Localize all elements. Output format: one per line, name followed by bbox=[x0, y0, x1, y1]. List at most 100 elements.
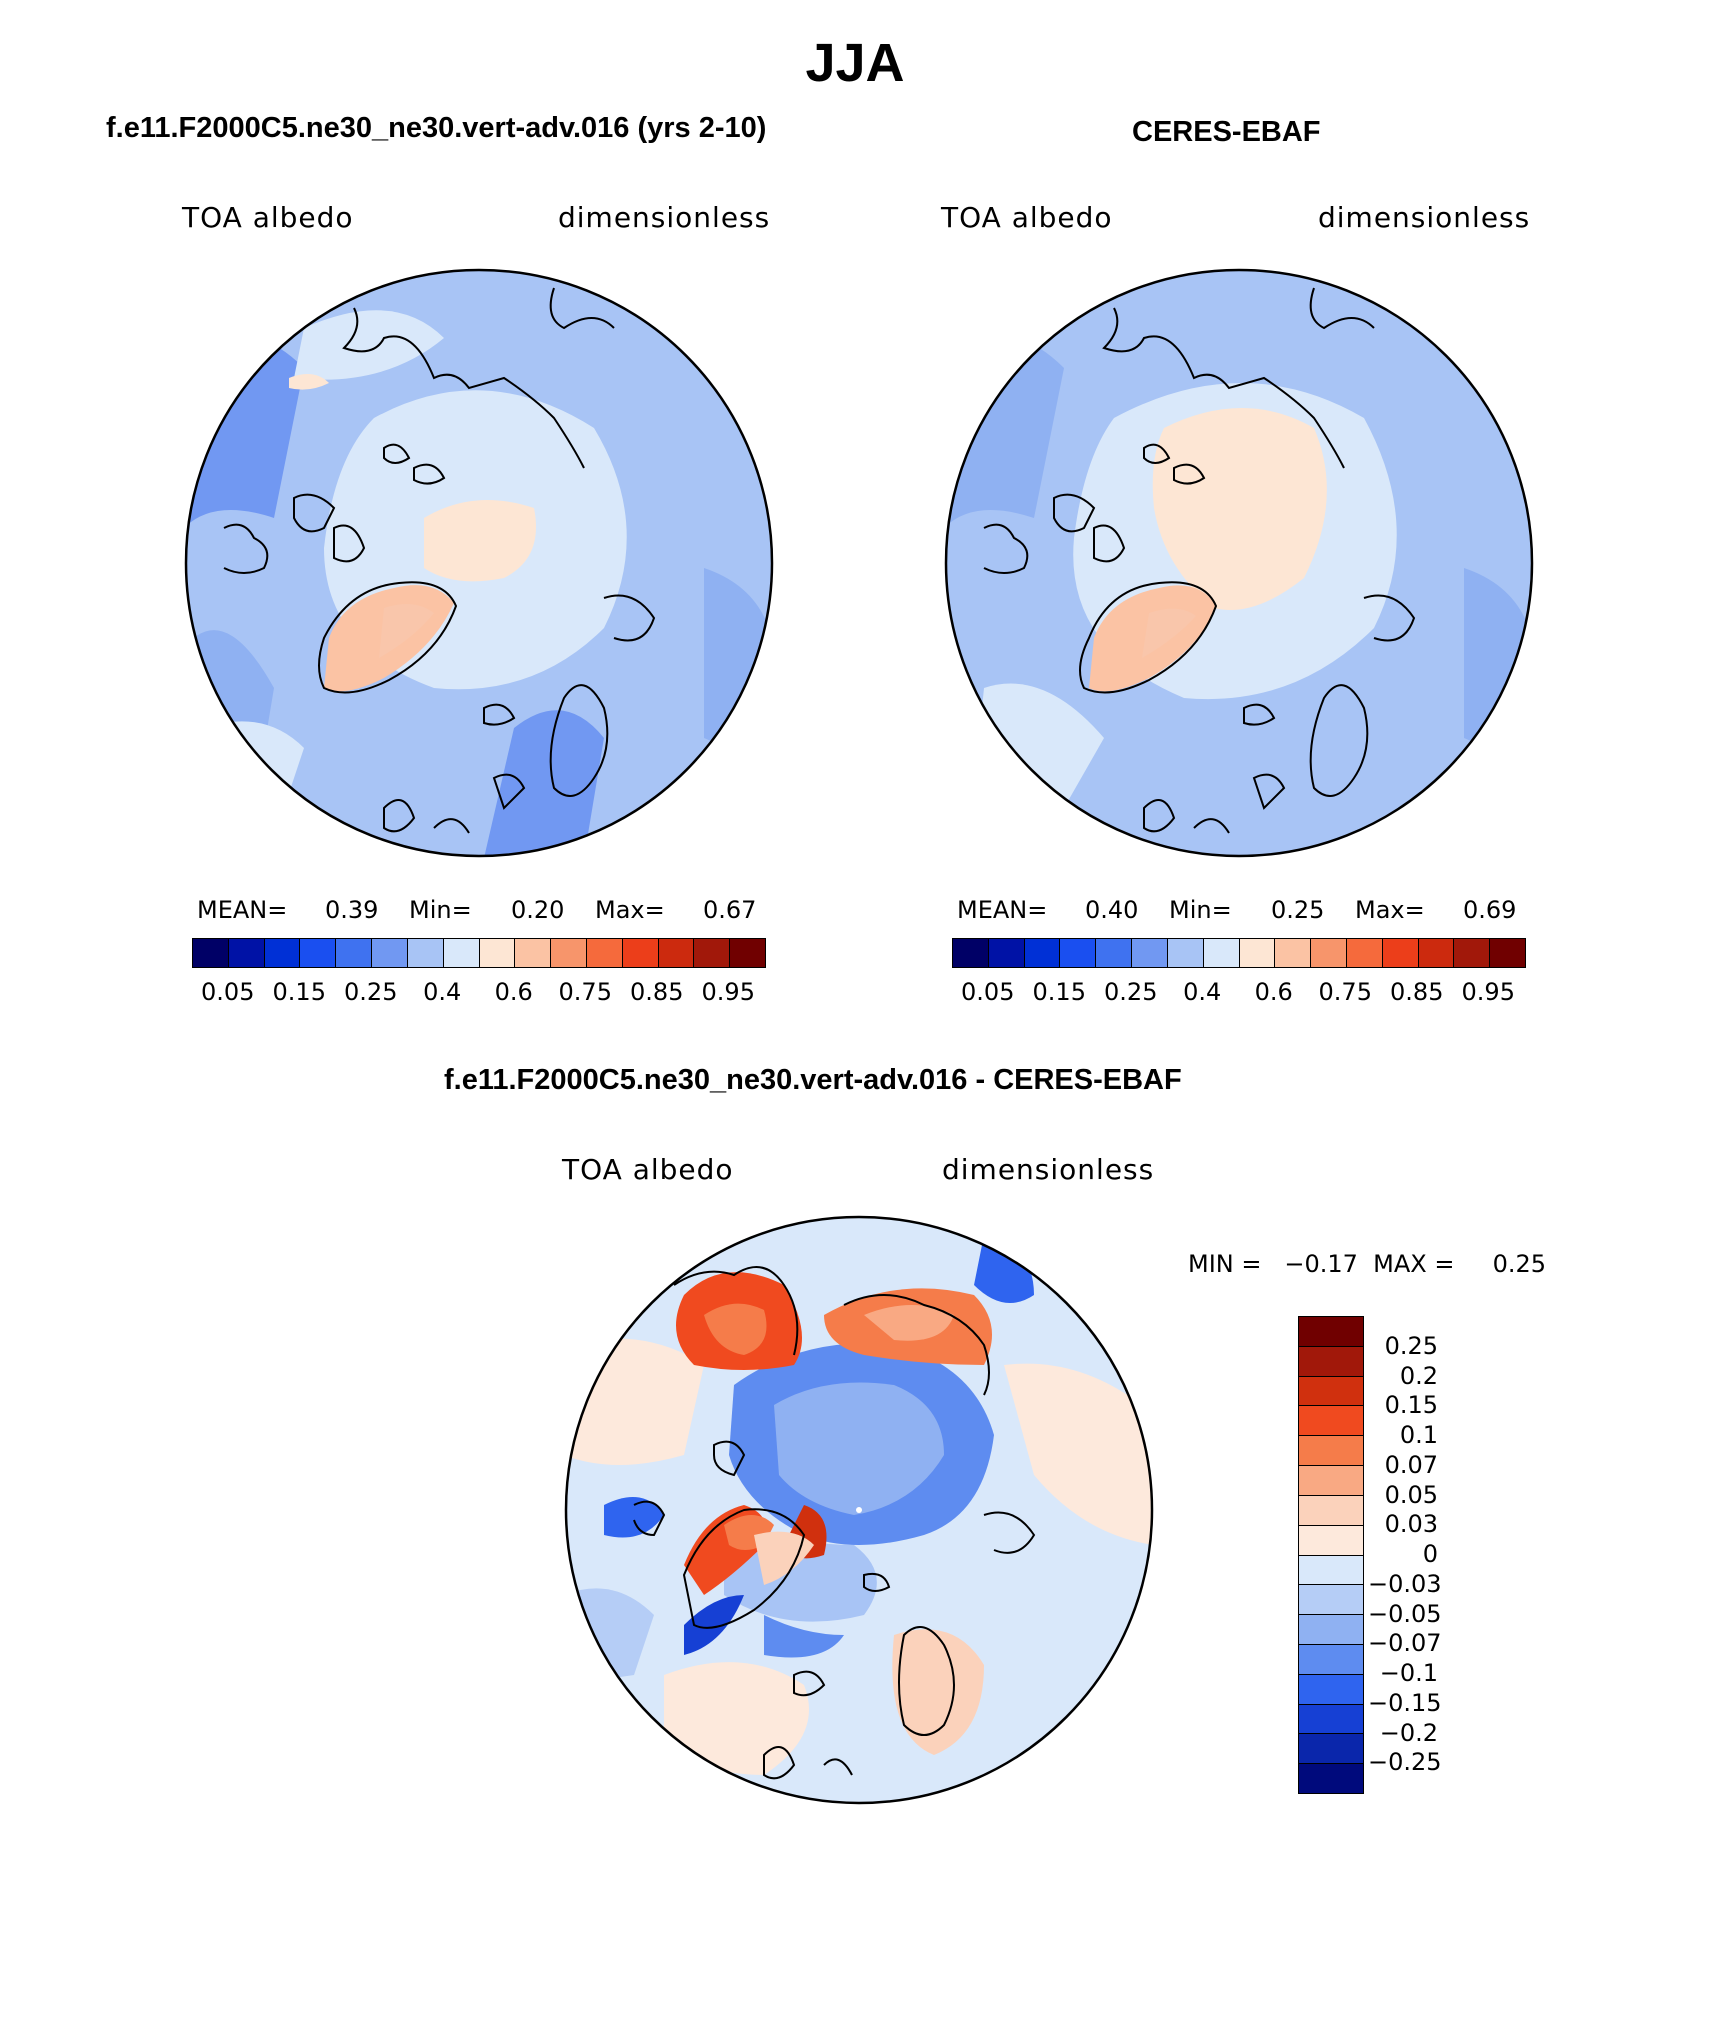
colorbar-swatch bbox=[1299, 1406, 1363, 1437]
colorbar-tick-label: 0.05 bbox=[201, 978, 255, 1006]
colorbar-swatch bbox=[372, 939, 408, 967]
colorbar-tick-label: 0.15 bbox=[272, 978, 326, 1006]
colorbar-tick-label: 0.15 bbox=[1032, 978, 1086, 1006]
colorbar-swatch bbox=[1299, 1585, 1363, 1616]
colorbar-tick-label: 0.85 bbox=[1390, 978, 1444, 1006]
model-variable-label: TOA albedo bbox=[182, 201, 354, 234]
obs-colorbar bbox=[952, 938, 1526, 968]
obs-max-value: 0.69 bbox=[1463, 896, 1517, 924]
colorbar-tick-label: 0.6 bbox=[1254, 978, 1293, 1006]
colorbar-swatch bbox=[1299, 1436, 1363, 1467]
colorbar-swatch bbox=[443, 939, 480, 967]
diff-colorbar bbox=[1298, 1316, 1364, 1794]
model-units-label: dimensionless bbox=[558, 201, 771, 234]
diff-units-label: dimensionless bbox=[942, 1153, 1155, 1186]
model-max-value: 0.67 bbox=[703, 896, 757, 924]
colorbar-tick-label: −0.07 bbox=[1368, 1629, 1442, 1658]
colorbar-tick-label: −0.03 bbox=[1368, 1569, 1442, 1598]
colorbar-tick-label: −0.25 bbox=[1368, 1748, 1442, 1777]
colorbar-swatch bbox=[1203, 939, 1240, 967]
colorbar-tick-label: −0.05 bbox=[1368, 1599, 1442, 1628]
colorbar-tick-label: 0.25 bbox=[1104, 978, 1158, 1006]
colorbar-tick-label: 0.05 bbox=[1384, 1480, 1438, 1509]
colorbar-tick-label: −0.2 bbox=[1379, 1718, 1438, 1747]
colorbar-swatch bbox=[1299, 1555, 1363, 1586]
colorbar-tick-label: 0.15 bbox=[1384, 1391, 1438, 1420]
obs-units-label: dimensionless bbox=[1318, 201, 1531, 234]
colorbar-tick-label: 0.95 bbox=[1461, 978, 1515, 1006]
colorbar-swatch bbox=[193, 939, 229, 967]
model-mean-value: 0.39 bbox=[325, 896, 379, 924]
colorbar-swatch bbox=[1311, 939, 1347, 967]
colorbar-swatch bbox=[1418, 939, 1455, 967]
colorbar-swatch bbox=[1382, 939, 1419, 967]
colorbar-swatch bbox=[336, 939, 373, 967]
colorbar-swatch bbox=[988, 939, 1025, 967]
colorbar-swatch bbox=[264, 939, 301, 967]
colorbar-tick-label: 0.25 bbox=[1384, 1331, 1438, 1360]
colorbar-tick-label: 0.75 bbox=[1318, 978, 1372, 1006]
colorbar-swatch bbox=[1299, 1615, 1363, 1645]
colorbar-tick-label: 0.4 bbox=[1183, 978, 1222, 1006]
model-polar-map bbox=[184, 268, 774, 858]
obs-variable-label: TOA albedo bbox=[941, 201, 1113, 234]
colorbar-tick-label: 0.25 bbox=[344, 978, 398, 1006]
colorbar-swatch bbox=[515, 939, 552, 967]
colorbar-swatch bbox=[1454, 939, 1491, 967]
colorbar-swatch bbox=[1299, 1734, 1363, 1765]
colorbar-swatch bbox=[1275, 939, 1312, 967]
colorbar-tick-label: 0.2 bbox=[1399, 1361, 1438, 1390]
colorbar-swatch bbox=[658, 939, 695, 967]
colorbar-swatch bbox=[1299, 1346, 1363, 1377]
colorbar-tick-label: 0.85 bbox=[630, 978, 684, 1006]
colorbar-swatch bbox=[1299, 1674, 1363, 1705]
obs-mean-value: 0.40 bbox=[1085, 896, 1139, 924]
colorbar-tick-label: 0.6 bbox=[494, 978, 533, 1006]
colorbar-swatch bbox=[1096, 939, 1133, 967]
model-min-value: 0.20 bbox=[511, 896, 565, 924]
colorbar-swatch bbox=[1299, 1764, 1363, 1793]
colorbar-tick-label: 0.4 bbox=[423, 978, 462, 1006]
colorbar-swatch bbox=[622, 939, 659, 967]
model-min-label: Min= bbox=[409, 896, 472, 924]
colorbar-tick-label: 0.05 bbox=[961, 978, 1015, 1006]
colorbar-swatch bbox=[1132, 939, 1168, 967]
obs-polar-map bbox=[944, 268, 1534, 858]
colorbar-swatch bbox=[1299, 1704, 1363, 1735]
colorbar-swatch bbox=[1299, 1317, 1363, 1347]
colorbar-swatch bbox=[1299, 1466, 1363, 1496]
model-max-label: Max= bbox=[595, 896, 665, 924]
colorbar-tick-label: −0.1 bbox=[1379, 1659, 1438, 1687]
colorbar-tick-label: −0.15 bbox=[1368, 1688, 1442, 1717]
model-panel-title: f.e11.F2000C5.ne30_ne30.vert-adv.016 (yr… bbox=[106, 112, 767, 144]
colorbar-swatch bbox=[551, 939, 587, 967]
colorbar-swatch bbox=[300, 939, 337, 967]
colorbar-swatch bbox=[1346, 939, 1383, 967]
colorbar-swatch bbox=[1299, 1495, 1363, 1526]
colorbar-swatch bbox=[1239, 939, 1276, 967]
colorbar-tick-label: 0.07 bbox=[1384, 1450, 1438, 1479]
colorbar-swatch bbox=[1060, 939, 1097, 967]
model-colorbar bbox=[192, 938, 766, 968]
colorbar-tick-label: 0.95 bbox=[701, 978, 755, 1006]
colorbar-swatch bbox=[228, 939, 265, 967]
colorbar-swatch bbox=[586, 939, 623, 967]
colorbar-tick-label: 0 bbox=[1422, 1540, 1438, 1568]
diff-panel-title: f.e11.F2000C5.ne30_ne30.vert-adv.016 - C… bbox=[444, 1064, 1182, 1096]
colorbar-swatch bbox=[1299, 1525, 1363, 1556]
obs-mean-label: MEAN= bbox=[957, 896, 1048, 924]
colorbar-swatch bbox=[1299, 1376, 1363, 1407]
obs-panel-title: CERES-EBAF bbox=[1132, 116, 1321, 148]
colorbar-swatch bbox=[1490, 939, 1525, 967]
colorbar-swatch bbox=[479, 939, 516, 967]
colorbar-tick-label: 0.75 bbox=[558, 978, 612, 1006]
colorbar-swatch bbox=[407, 939, 444, 967]
colorbar-tick-label: 0.03 bbox=[1384, 1510, 1438, 1539]
colorbar-swatch bbox=[694, 939, 731, 967]
diff-polar-map bbox=[564, 1215, 1154, 1805]
diff-variable-label: TOA albedo bbox=[562, 1153, 734, 1186]
colorbar-tick-label: 0.1 bbox=[1399, 1421, 1438, 1449]
model-mean-label: MEAN= bbox=[197, 896, 288, 924]
colorbar-swatch bbox=[1167, 939, 1204, 967]
colorbar-swatch bbox=[1299, 1644, 1363, 1675]
